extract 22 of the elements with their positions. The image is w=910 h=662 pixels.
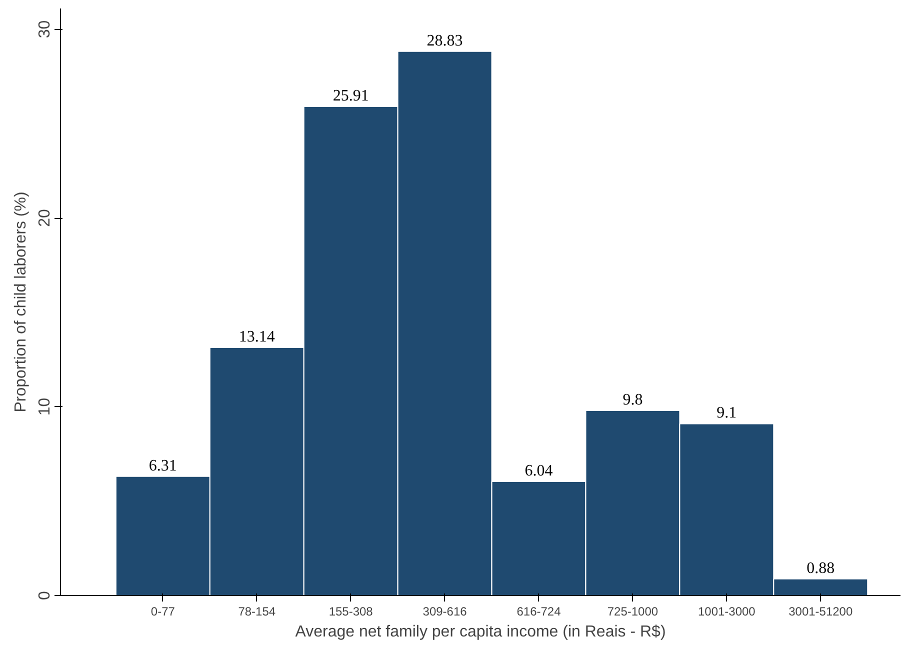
y-tick-label: 20	[36, 209, 54, 227]
data-label: 13.14	[238, 328, 275, 346]
data-label: 25.91	[332, 87, 369, 104]
x-tick-label: 3001-51200	[788, 604, 853, 618]
data-label: 6.04	[524, 462, 553, 480]
data-label: 9.1	[716, 404, 737, 422]
data-label: 28.83	[426, 32, 463, 50]
data-label: 9.8	[622, 392, 643, 409]
y-tick-label: 30	[36, 20, 54, 38]
x-tick-label: 1001-3000	[698, 604, 756, 618]
x-tick-label: 616-724	[516, 604, 562, 618]
y-axis-title: Proportion of child laborers (%)	[12, 192, 30, 412]
x-tick-label: 0-77	[150, 604, 176, 618]
data-label: 0.88	[806, 560, 835, 577]
y-tick-label: 0	[36, 590, 54, 600]
y-tick-label: 10	[36, 398, 54, 416]
x-tick-label: 309-616	[422, 604, 468, 618]
x-axis-title: Average net family per capita income (in Reais - R$)	[295, 624, 666, 640]
x-tick-label: 155-308	[328, 604, 374, 618]
x-tick-label: 725-1000	[607, 604, 658, 618]
x-tick-label: 78-154	[238, 604, 276, 618]
data-label: 6.31	[148, 457, 177, 474]
